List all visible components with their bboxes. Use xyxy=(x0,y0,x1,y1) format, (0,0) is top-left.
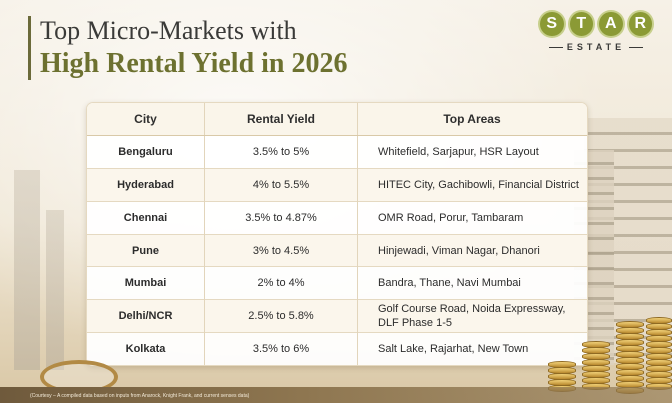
cell-top-areas: Hinjewadi, Viman Nagar, Dhanori xyxy=(357,233,587,267)
cell-city: Chennai xyxy=(87,200,205,235)
table-row: Hyderabad 4% to 5.5% HITEC City, Gachibo… xyxy=(87,167,587,202)
cell-city: Kolkata xyxy=(87,332,205,365)
cell-rental-yield: 2.5% to 5.8% xyxy=(204,299,358,333)
cell-rental-yield: 4% to 5.5% xyxy=(204,167,358,202)
cell-city: Bengaluru xyxy=(87,135,205,169)
logo-letter: A xyxy=(597,10,625,38)
table-row: Delhi/NCR 2.5% to 5.8% Golf Course Road,… xyxy=(87,299,587,333)
cell-city: Pune xyxy=(87,233,205,267)
table-row: Mumbai 2% to 4% Bandra, Thane, Navi Mumb… xyxy=(87,266,587,300)
column-header-top-areas: Top Areas xyxy=(357,103,587,136)
cell-city: Hyderabad xyxy=(87,167,205,202)
table-row: Chennai 3.5% to 4.87% OMR Road, Porur, T… xyxy=(87,200,587,235)
background-building xyxy=(14,170,40,370)
footer-band xyxy=(0,387,672,403)
logo-letter: T xyxy=(567,10,595,38)
table-row: Kolkata 3.5% to 6% Salt Lake, Rajarhat, … xyxy=(87,332,587,365)
page-title-line2: High Rental Yield in 2026 xyxy=(40,48,348,79)
logo-divider xyxy=(629,46,644,48)
cell-top-areas: Salt Lake, Rajarhat, New Town xyxy=(357,332,587,365)
column-header-rental-yield: Rental Yield xyxy=(204,103,358,136)
cell-city: Delhi/NCR xyxy=(87,299,205,333)
gold-coins-illustration xyxy=(582,341,610,390)
cell-rental-yield: 3.5% to 4.87% xyxy=(204,200,358,235)
table-row: Bengaluru 3.5% to 5% Whitefield, Sarjapu… xyxy=(87,135,587,169)
table-header-row: City Rental Yield Top Areas xyxy=(87,103,587,136)
logo-subtitle-row: ESTATE xyxy=(538,42,654,52)
gold-coins-illustration xyxy=(646,317,672,390)
cell-top-areas: Bandra, Thane, Navi Mumbai xyxy=(357,266,587,300)
logo-letter: S xyxy=(538,10,566,38)
background-building xyxy=(46,210,64,370)
cell-rental-yield: 3.5% to 6% xyxy=(204,332,358,365)
cell-rental-yield: 3% to 4.5% xyxy=(204,233,358,267)
logo-letter: R xyxy=(626,10,654,38)
rental-yield-table-card: City Rental Yield Top Areas Bengaluru 3.… xyxy=(86,102,588,366)
table-row: Pune 3% to 4.5% Hinjewadi, Viman Nagar, … xyxy=(87,233,587,267)
page-title-line1: Top Micro-Markets with xyxy=(40,16,297,45)
cell-top-areas: Whitefield, Sarjapur, HSR Layout xyxy=(357,135,587,169)
title-accent-bar xyxy=(28,16,31,80)
cell-top-areas: HITEC City, Gachibowli, Financial Distri… xyxy=(357,167,587,202)
logo-subtitle: ESTATE xyxy=(566,42,626,52)
logo-wordmark: S T A R xyxy=(538,10,654,38)
cell-rental-yield: 2% to 4% xyxy=(204,266,358,300)
star-estate-logo: S T A R ESTATE xyxy=(538,10,654,56)
rental-yield-table: City Rental Yield Top Areas Bengaluru 3.… xyxy=(87,103,587,365)
cell-top-areas: OMR Road, Porur, Tambaram xyxy=(357,200,587,235)
cell-city: Mumbai xyxy=(87,266,205,300)
cell-rental-yield: 3.5% to 5% xyxy=(204,135,358,169)
logo-divider xyxy=(548,46,563,48)
source-footnote: (Courtesy – A compiled data based on inp… xyxy=(30,393,250,399)
gold-coins-illustration xyxy=(616,321,644,394)
cell-top-areas: Golf Course Road, Noida Expressway, DLF … xyxy=(357,299,587,333)
column-header-city: City xyxy=(87,103,205,136)
